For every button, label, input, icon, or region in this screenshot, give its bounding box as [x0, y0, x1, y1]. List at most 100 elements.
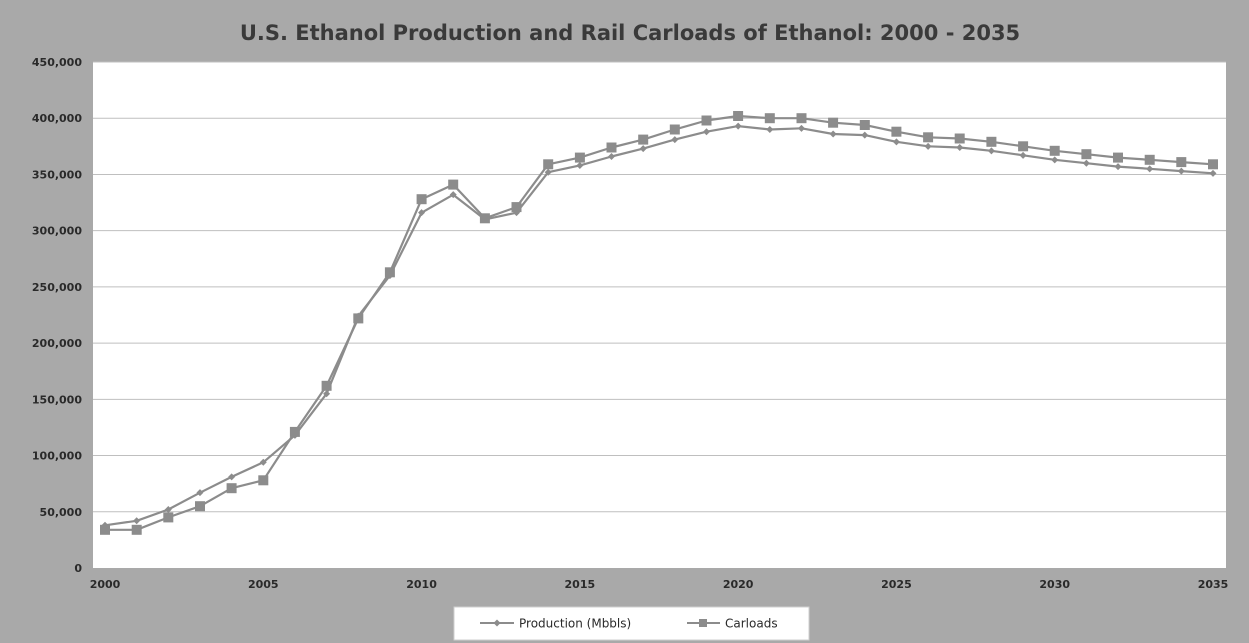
data-point-production-mbbls	[164, 506, 172, 514]
data-point-carloads	[321, 380, 332, 391]
data-point-production-mbbls	[1082, 159, 1090, 167]
data-point-production-mbbls	[418, 209, 426, 217]
data-point-production-mbbls	[702, 128, 710, 136]
data-point-carloads	[353, 313, 364, 324]
y-tick-label: 450,000	[32, 56, 82, 69]
legend-marker-square-icon	[699, 619, 707, 627]
data-point-carloads	[416, 194, 427, 205]
data-point-production-mbbls	[259, 458, 267, 466]
legend: Production (Mbbls) Carloads	[453, 606, 810, 641]
x-tick-label: 2000	[90, 578, 121, 591]
data-point-carloads	[384, 267, 395, 278]
legend-item-carloads: Carloads	[687, 617, 778, 631]
x-tick-label: 2020	[723, 578, 754, 591]
data-point-carloads	[828, 117, 839, 128]
data-point-carloads	[100, 524, 110, 535]
data-point-production-mbbls	[829, 130, 837, 138]
y-tick-label: 50,000	[40, 506, 83, 519]
y-tick-label: 100,000	[32, 450, 82, 463]
data-point-production-mbbls	[1177, 167, 1185, 175]
data-point-production-mbbls	[1019, 151, 1027, 159]
data-point-production-mbbls	[766, 125, 774, 133]
y-tick-label: 150,000	[32, 393, 82, 406]
data-point-production-mbbls	[956, 143, 964, 151]
data-point-carloads	[1049, 145, 1060, 156]
legend-item-production: Production (Mbbls)	[480, 617, 631, 631]
x-tick-label: 2030	[1039, 578, 1070, 591]
data-point-production-mbbls	[639, 145, 647, 153]
x-tick-label: 2005	[248, 578, 279, 591]
x-tick-label: 2015	[565, 578, 596, 591]
legend-label-production: Production (Mbbls)	[519, 617, 631, 631]
y-tick-label: 250,000	[32, 281, 82, 294]
x-axis-tick-labels: 2000 2005 2010 2015 2020 2025 2030 2035	[90, 578, 1229, 591]
plot-area	[93, 62, 1226, 568]
data-point-carloads	[289, 426, 300, 437]
data-point-production-mbbls	[987, 147, 995, 155]
x-tick-label: 2025	[881, 578, 912, 591]
series-line-carloads	[105, 114, 1214, 531]
data-point-production-mbbls	[449, 191, 457, 199]
series-carloads	[100, 111, 1218, 535]
data-point-carloads	[163, 512, 174, 523]
data-point-production-mbbls	[608, 152, 616, 160]
data-point-carloads	[733, 111, 744, 121]
y-tick-label: 300,000	[32, 225, 82, 238]
data-point-production-mbbls	[797, 124, 805, 132]
y-tick-label: 200,000	[32, 337, 82, 350]
data-point-carloads	[195, 501, 205, 512]
data-point-carloads	[511, 202, 522, 213]
data-point-carloads	[543, 159, 554, 170]
data-point-production-mbbls	[924, 142, 932, 150]
data-point-production-mbbls	[544, 168, 552, 176]
data-point-production-mbbls	[133, 517, 141, 525]
data-point-carloads	[448, 179, 459, 190]
x-tick-label: 2035	[1198, 578, 1229, 591]
chart-title: U.S. Ethanol Production and Rail Carload…	[240, 21, 1020, 45]
grid-lines	[93, 61, 1226, 513]
data-point-production-mbbls	[323, 390, 331, 398]
data-point-production-mbbls	[576, 161, 584, 169]
data-point-carloads	[479, 213, 490, 224]
data-point-carloads	[131, 524, 142, 535]
y-tick-label: 0	[74, 562, 82, 575]
data-point-carloads	[638, 134, 649, 145]
x-tick-label: 2010	[406, 578, 437, 591]
data-point-carloads	[1144, 154, 1155, 165]
data-point-carloads	[764, 113, 775, 124]
data-point-production-mbbls	[892, 138, 900, 146]
data-point-production-mbbls	[228, 473, 236, 481]
data-point-carloads	[986, 136, 997, 147]
data-point-carloads	[891, 126, 902, 137]
data-point-carloads	[1208, 159, 1218, 170]
data-point-production-mbbls	[1209, 169, 1217, 177]
data-point-carloads	[1176, 157, 1187, 168]
data-point-carloads	[606, 142, 617, 153]
data-point-carloads	[859, 120, 870, 130]
data-point-production-mbbls	[861, 131, 869, 139]
y-tick-label: 350,000	[32, 168, 82, 181]
data-point-carloads	[954, 133, 965, 144]
data-point-production-mbbls	[671, 136, 679, 144]
data-point-production-mbbls	[734, 122, 742, 130]
data-point-production-mbbls	[1114, 163, 1122, 171]
data-point-carloads	[1018, 141, 1029, 152]
data-point-carloads	[796, 113, 807, 124]
data-point-carloads	[574, 152, 585, 163]
data-point-carloads	[669, 124, 680, 135]
legend-marker-diamond-icon	[493, 619, 501, 627]
data-point-carloads	[1113, 152, 1123, 163]
data-point-production-mbbls	[196, 489, 204, 497]
y-axis-tick-labels: 0 50,000 100,000 150,000 200,000 250,000 300,0…	[32, 56, 82, 575]
legend-label-carloads: Carloads	[725, 617, 778, 631]
data-point-carloads	[701, 115, 712, 126]
data-point-carloads	[226, 483, 237, 494]
data-point-carloads	[923, 132, 934, 143]
data-point-production-mbbls	[1146, 165, 1154, 173]
data-point-carloads	[1081, 149, 1092, 160]
y-tick-label: 400,000	[32, 112, 82, 125]
data-point-carloads	[258, 475, 269, 486]
series-layer	[100, 111, 1218, 535]
